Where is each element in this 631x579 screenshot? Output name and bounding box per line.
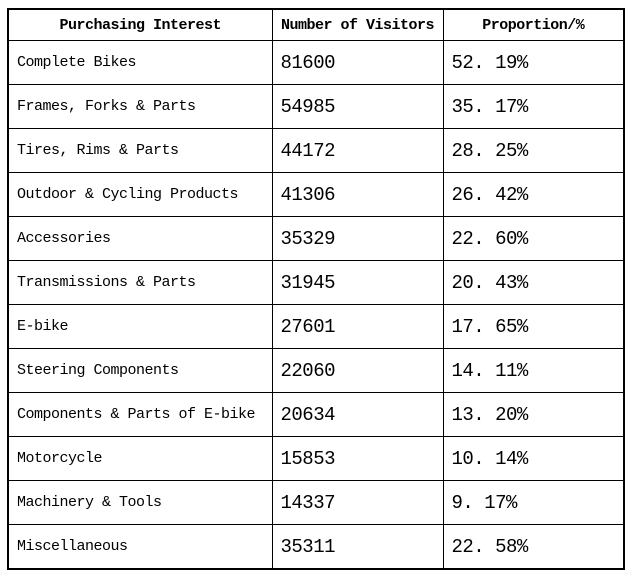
table-row: Transmissions & Parts 31945 20. 43% (7, 260, 625, 305)
cell-proportion: 9. 17% (442, 480, 625, 525)
cell-interest: Tires, Rims & Parts (7, 128, 273, 173)
cell-proportion: 17. 65% (442, 304, 625, 349)
table-row: Accessories 35329 22. 60% (7, 216, 625, 261)
cell-visitors: 20634 (271, 392, 444, 437)
cell-proportion: 22. 58% (442, 524, 625, 570)
cell-proportion: 14. 11% (442, 348, 625, 393)
cell-proportion: 22. 60% (442, 216, 625, 261)
cell-interest: Frames, Forks & Parts (7, 84, 273, 129)
table-row: Steering Components 22060 14. 11% (7, 348, 625, 393)
table-row: Miscellaneous 35311 22. 58% (7, 524, 625, 570)
cell-visitors: 22060 (271, 348, 444, 393)
table-row: Complete Bikes 81600 52. 19% (7, 40, 625, 85)
table-row: Components & Parts of E-bike 20634 13. 2… (7, 392, 625, 437)
cell-visitors: 81600 (271, 40, 444, 85)
cell-proportion: 52. 19% (442, 40, 625, 85)
cell-interest: Outdoor & Cycling Products (7, 172, 273, 217)
cell-interest: Motorcycle (7, 436, 273, 481)
table-row: Motorcycle 15853 10. 14% (7, 436, 625, 481)
table-row: Frames, Forks & Parts 54985 35. 17% (7, 84, 625, 129)
cell-interest: E-bike (7, 304, 273, 349)
cell-visitors: 54985 (271, 84, 444, 129)
cell-interest: Machinery & Tools (7, 480, 273, 525)
cell-visitors: 35311 (271, 524, 444, 570)
cell-visitors: 44172 (271, 128, 444, 173)
cell-visitors: 27601 (271, 304, 444, 349)
cell-visitors: 31945 (271, 260, 444, 305)
column-header-number-of-visitors: Number of Visitors (271, 8, 444, 41)
column-header-purchasing-interest: Purchasing Interest (7, 8, 273, 41)
cell-proportion: 10. 14% (442, 436, 625, 481)
table-row: E-bike 27601 17. 65% (7, 304, 625, 349)
cell-visitors: 41306 (271, 172, 444, 217)
table-row: Tires, Rims & Parts 44172 28. 25% (7, 128, 625, 173)
column-header-proportion: Proportion/% (442, 8, 625, 41)
cell-interest: Miscellaneous (7, 524, 273, 570)
cell-interest: Accessories (7, 216, 273, 261)
table-row: Outdoor & Cycling Products 41306 26. 42% (7, 172, 625, 217)
cell-proportion: 13. 20% (442, 392, 625, 437)
cell-interest: Transmissions & Parts (7, 260, 273, 305)
cell-visitors: 15853 (271, 436, 444, 481)
cell-proportion: 28. 25% (442, 128, 625, 173)
cell-proportion: 20. 43% (442, 260, 625, 305)
table-row: Machinery & Tools 14337 9. 17% (7, 480, 625, 525)
purchasing-interest-table: Purchasing Interest Number of Visitors P… (7, 8, 625, 570)
cell-visitors: 35329 (271, 216, 444, 261)
cell-visitors: 14337 (271, 480, 444, 525)
cell-proportion: 26. 42% (442, 172, 625, 217)
cell-proportion: 35. 17% (442, 84, 625, 129)
cell-interest: Components & Parts of E-bike (7, 392, 273, 437)
table-header-row: Purchasing Interest Number of Visitors P… (7, 8, 625, 41)
cell-interest: Steering Components (7, 348, 273, 393)
cell-interest: Complete Bikes (7, 40, 273, 85)
document-sheet: Purchasing Interest Number of Visitors P… (7, 8, 625, 570)
